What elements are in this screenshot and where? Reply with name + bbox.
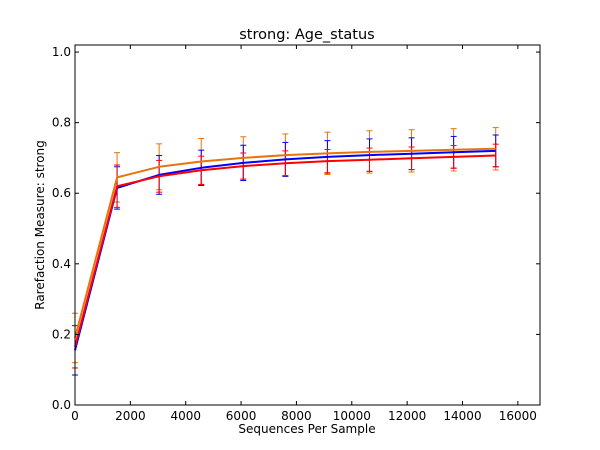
x-tick-label: 2000 xyxy=(115,409,146,423)
series-2 xyxy=(72,143,499,369)
y-tick-label: 1.0 xyxy=(52,45,71,59)
y-tick-label: 0.6 xyxy=(52,186,71,200)
x-tick-label: 10000 xyxy=(333,409,371,423)
x-tick-label: 8000 xyxy=(281,409,312,423)
x-tick-label: 12000 xyxy=(388,409,426,423)
chart-title: strong: Age_status xyxy=(239,27,375,43)
axis-ticks: 0 2000 4000 6000 8000 10000 12000 14000 16000 0.0… xyxy=(52,45,540,423)
x-axis-label: Sequences Per Sample xyxy=(238,422,375,436)
x-tick-label: 6000 xyxy=(226,409,257,423)
x-tick-label: 0 xyxy=(71,409,79,423)
y-tick-label: 0.4 xyxy=(52,257,71,271)
x-tick-label: 14000 xyxy=(443,409,481,423)
x-tick-label: 4000 xyxy=(170,409,201,423)
y-tick-label: 0.0 xyxy=(52,398,71,412)
series-line-0 xyxy=(74,147,496,339)
plot-marks xyxy=(72,127,499,376)
plot-frame xyxy=(74,44,541,406)
y-tick-label: 0.2 xyxy=(52,327,71,341)
series-line-2 xyxy=(74,154,496,348)
x-tick-label: 16000 xyxy=(499,409,537,423)
y-axis-label: Rarefaction Measure: strong xyxy=(33,140,47,310)
y-tick-label: 0.8 xyxy=(52,116,71,130)
